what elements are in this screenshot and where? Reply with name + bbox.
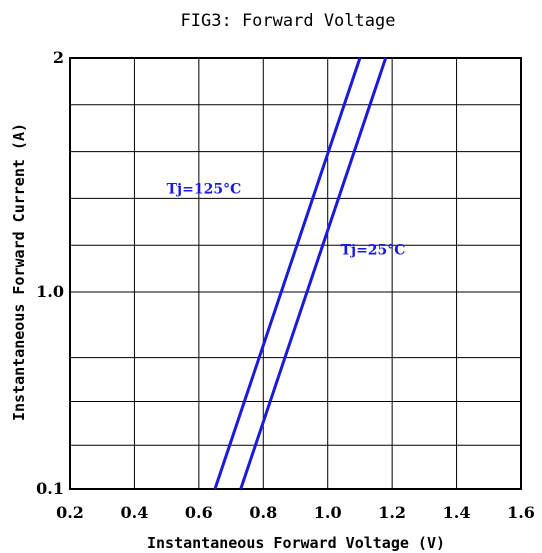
series-line-0	[213, 57, 362, 490]
y-tick-labels: 0.1 1.0 2	[36, 48, 64, 498]
x-tick-label: 1.4	[443, 503, 471, 522]
plot-frame	[69, 57, 522, 490]
y-tick-label: 1.0	[36, 282, 64, 301]
series-label-0: Tj=125°C	[167, 182, 242, 198]
grid-lines	[69, 57, 522, 490]
x-tick-label: 1.2	[378, 503, 406, 522]
x-tick-label: 0.2	[56, 503, 84, 522]
x-tick-label: 0.8	[249, 503, 277, 522]
x-tick-labels: 0.2 0.4 0.6 0.8 1.0 1.2 1.4 1.6	[56, 503, 535, 522]
x-tick-label: 1.0	[314, 503, 342, 522]
x-tick-label: 0.4	[121, 503, 149, 522]
series-line-1	[239, 57, 388, 490]
chart-title: FIG3: Forward Voltage	[181, 11, 396, 31]
x-tick-label: 0.6	[185, 503, 213, 522]
y-tick-label: 2	[53, 48, 64, 67]
x-tick-label: 1.6	[507, 503, 535, 522]
series-label-1: Tj=25°C	[341, 243, 406, 259]
y-axis-label: Instantaneous Forward Current (A)	[10, 123, 28, 421]
data-series: Tj=125°C Tj=25°C	[167, 57, 406, 490]
y-tick-label: 0.1	[36, 479, 64, 498]
x-axis-label: Instantaneous Forward Voltage (V)	[147, 534, 445, 552]
